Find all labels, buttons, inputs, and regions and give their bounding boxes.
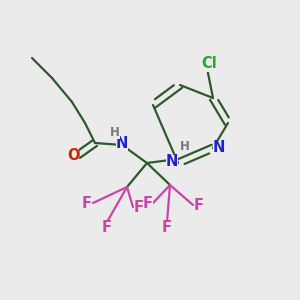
Text: F: F: [143, 196, 153, 211]
Text: O: O: [67, 148, 79, 163]
Text: F: F: [102, 220, 112, 235]
Text: H: H: [110, 125, 120, 139]
Text: N: N: [213, 140, 225, 155]
Text: H: H: [180, 140, 190, 152]
Text: F: F: [82, 196, 92, 211]
Text: F: F: [194, 197, 204, 212]
Text: N: N: [166, 154, 178, 169]
Text: Cl: Cl: [201, 56, 217, 71]
Text: F: F: [134, 200, 144, 214]
Text: F: F: [162, 220, 172, 235]
Text: N: N: [116, 136, 128, 151]
